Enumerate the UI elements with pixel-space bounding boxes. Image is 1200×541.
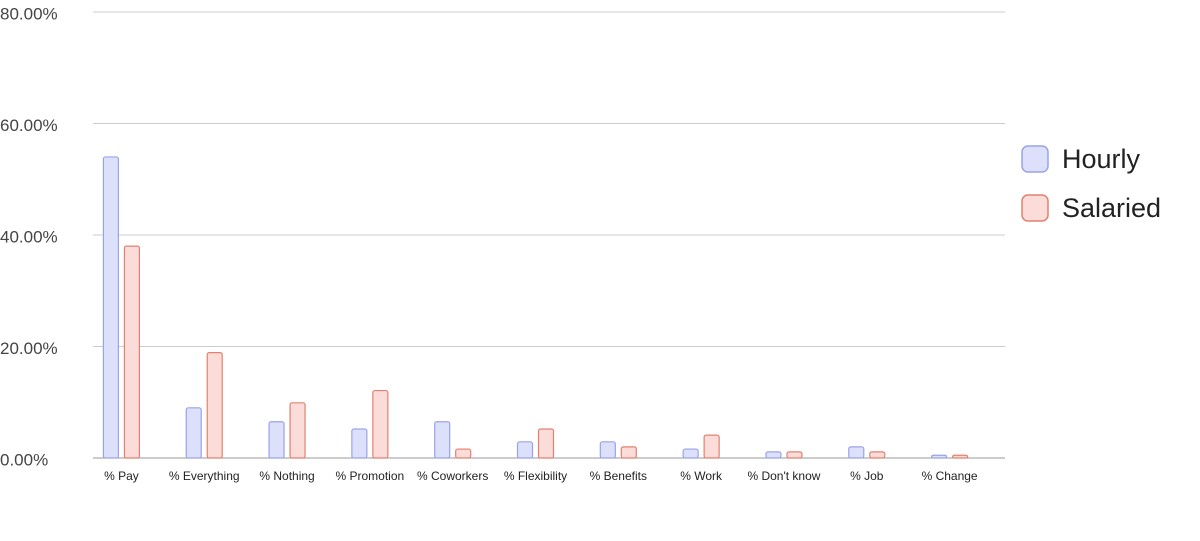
y-tick-label: 40.00% <box>0 227 58 246</box>
bar <box>516 441 534 459</box>
bar <box>869 451 886 459</box>
bar <box>786 451 803 459</box>
bar <box>703 434 720 459</box>
x-tick-label: % Flexibility <box>504 469 567 483</box>
bar <box>599 441 616 459</box>
bar <box>537 428 555 459</box>
bar <box>434 421 451 459</box>
y-tick-label: 60.00% <box>0 116 58 135</box>
legend-label: Hourly <box>1062 144 1141 174</box>
x-tick-label: % Work <box>680 469 723 483</box>
bar <box>848 446 865 459</box>
x-tick-label: % Nothing <box>259 469 314 483</box>
bar <box>930 454 948 459</box>
y-tick-label: 80.00% <box>0 4 58 23</box>
bar <box>620 446 637 459</box>
x-tick-label: % Promotion <box>336 469 405 483</box>
legend-swatch <box>1021 145 1049 173</box>
bar <box>123 245 141 459</box>
bar <box>455 448 472 459</box>
x-tick-label: % Change <box>922 469 978 483</box>
x-tick-label: % Pay <box>104 469 139 483</box>
bar <box>951 454 969 459</box>
bar <box>372 389 389 459</box>
bar <box>268 421 285 459</box>
legend-label: Salaried <box>1062 193 1161 223</box>
x-tick-label: % Everything <box>169 469 240 483</box>
bar <box>289 402 306 459</box>
bar <box>765 451 782 459</box>
bar <box>682 448 699 459</box>
x-tick-label: % Coworkers <box>417 469 488 483</box>
bar <box>185 407 202 459</box>
x-tick-label: % Benefits <box>590 469 647 483</box>
bar <box>102 156 120 459</box>
x-tick-label: % Don't know <box>747 469 820 483</box>
bar <box>206 352 223 459</box>
y-tick-label: 0.00% <box>0 450 48 469</box>
bar <box>351 428 368 459</box>
y-tick-label: 20.00% <box>0 339 58 358</box>
x-tick-label: % Job <box>850 469 884 483</box>
legend-swatch <box>1021 194 1049 222</box>
